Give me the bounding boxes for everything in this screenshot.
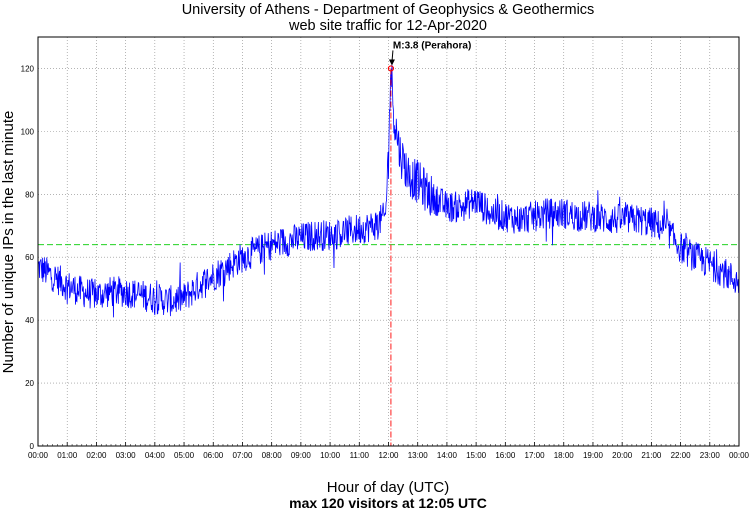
x-tick-label: 17:00 <box>525 451 546 460</box>
y-tick-label: 60 <box>25 253 34 262</box>
x-tick-label: 03:00 <box>116 451 137 460</box>
x-tick-label: 09:00 <box>291 451 312 460</box>
x-tick-label: 23:00 <box>700 451 721 460</box>
x-tick-label: 20:00 <box>612 451 633 460</box>
y-tick-label: 20 <box>25 379 34 388</box>
chart-title: University of Athens - Department of Geo… <box>182 2 595 18</box>
x-tick-label: 02:00 <box>86 451 107 460</box>
plot-frame <box>37 36 740 447</box>
grid <box>37 37 740 447</box>
x-tick-label: 16:00 <box>495 451 516 460</box>
chart-subtitle: web site traffic for 12-Apr-2020 <box>288 18 487 34</box>
x-tick-label: 19:00 <box>583 451 604 460</box>
y-tick-label: 80 <box>25 190 34 199</box>
chart-footer: max 120 visitors at 12:05 UTC <box>289 495 487 511</box>
event-annotation-label: M:3.8 (Perahora) <box>393 40 471 51</box>
y-tick-label: 120 <box>21 64 35 73</box>
x-axis-label: Hour of day (UTC) <box>327 479 450 496</box>
x-tick-label: 18:00 <box>554 451 575 460</box>
x-tick-label: 07:00 <box>232 451 253 460</box>
x-tick-label: 14:00 <box>437 451 458 460</box>
x-tick-label: 12:00 <box>378 451 399 460</box>
x-axis-ticks: 00:00 01:00 02:00 03:00 04:00 05:00 06:00 07:00… <box>28 442 750 460</box>
x-tick-label: 13:00 <box>408 451 429 460</box>
event-arrowhead <box>388 59 395 66</box>
y-axis-label: Number of unique IPs in the last minute <box>0 111 17 374</box>
y-tick-label: 100 <box>21 127 35 136</box>
y-tick-label: 0 <box>30 442 35 451</box>
x-tick-label: 00:00 <box>28 451 49 460</box>
x-tick-label: 05:00 <box>174 451 195 460</box>
y-tick-label: 40 <box>25 316 34 325</box>
x-tick-label: 15:00 <box>466 451 487 460</box>
x-tick-label: 08:00 <box>262 451 283 460</box>
y-axis-ticks: 0 20 40 60 80 100 120 <box>21 64 35 451</box>
series-line <box>37 64 740 318</box>
x-tick-label: 22:00 <box>671 451 692 460</box>
x-tick-label: 10:00 <box>320 451 341 460</box>
x-tick-label: 00:00 <box>729 451 750 460</box>
x-tick-label: 21:00 <box>641 451 662 460</box>
x-tick-label: 04:00 <box>145 451 166 460</box>
x-tick-label: 06:00 <box>203 451 224 460</box>
x-tick-label: 11:00 <box>350 451 370 460</box>
x-tick-label: 01:00 <box>57 451 78 460</box>
event-marker-dot <box>387 65 395 72</box>
